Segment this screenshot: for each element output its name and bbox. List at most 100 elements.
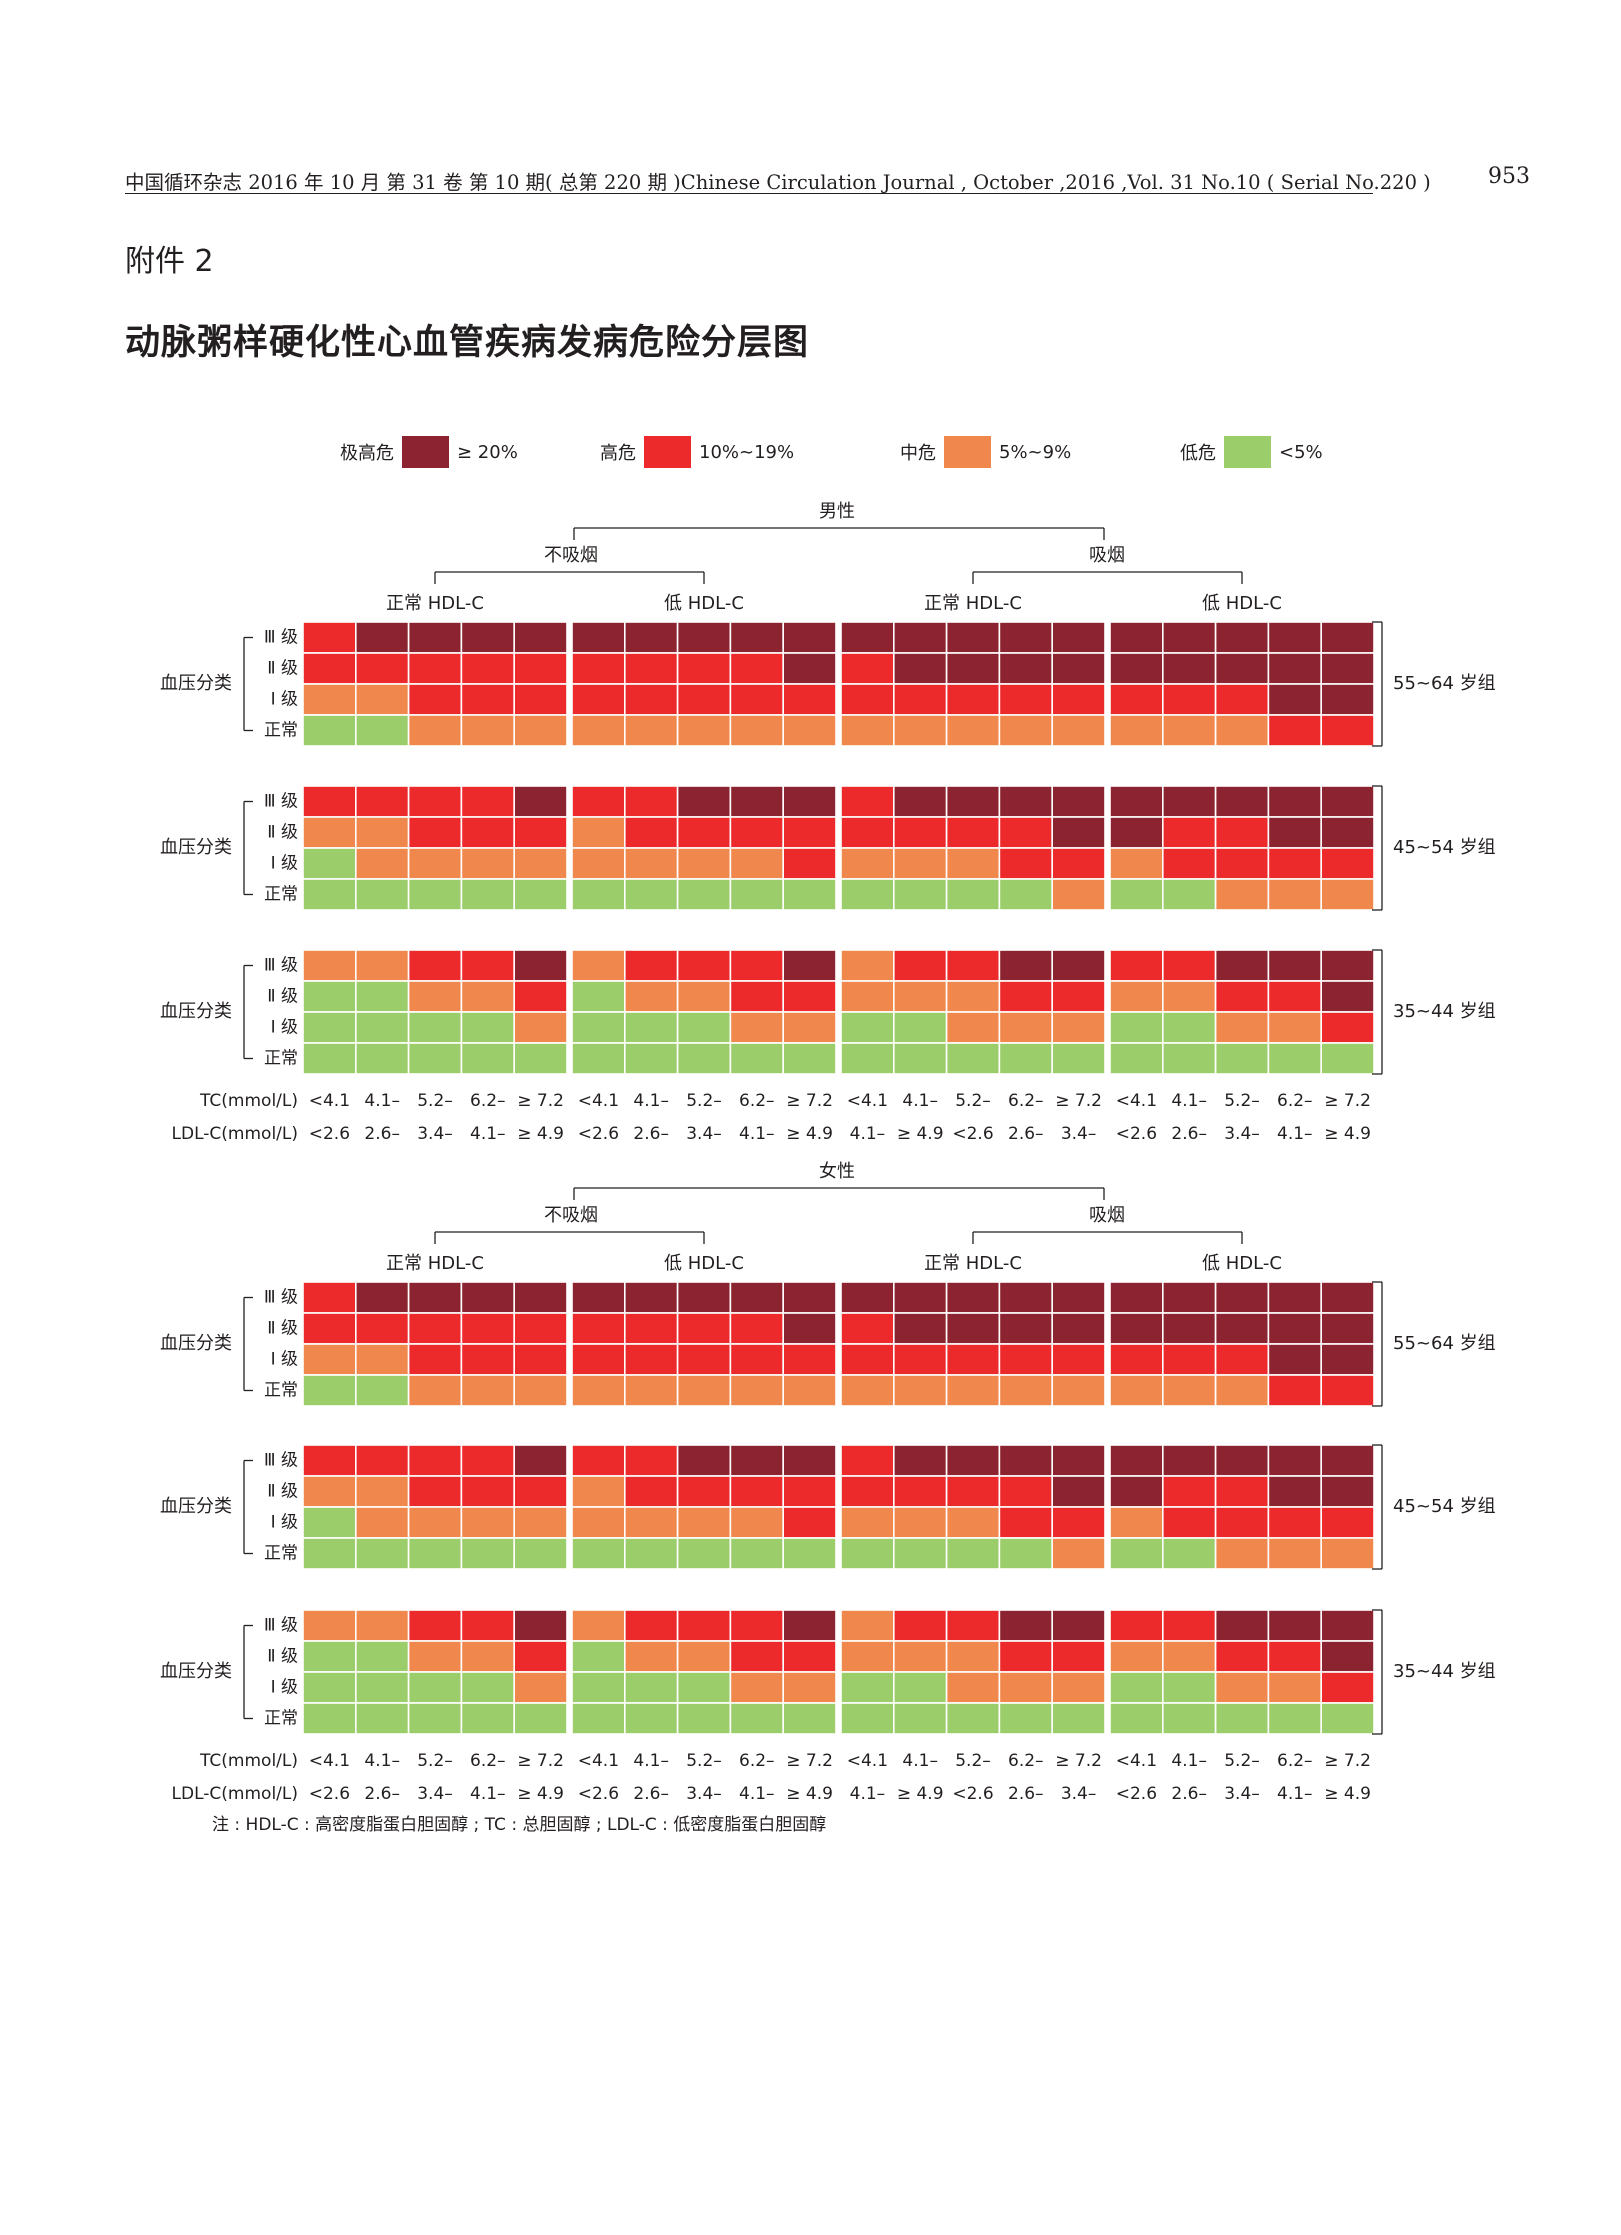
tc-tick-label: <4.1: [1116, 1751, 1157, 1771]
ldl-tick-label: 4.1–: [470, 1124, 506, 1144]
risk-cell: [623, 1475, 679, 1508]
risk-cell: [460, 878, 515, 911]
risk-cell: [945, 847, 1001, 880]
risk-cell: [623, 1702, 679, 1735]
ldl-tick-label: <2.6: [952, 1124, 993, 1144]
risk-cell: [840, 1011, 895, 1044]
bp-row-label: Ⅱ 级: [267, 1482, 298, 1502]
risk-cell: [729, 1343, 785, 1376]
risk-cell: [571, 1702, 626, 1735]
risk-cell: [513, 847, 568, 880]
risk-cell: [1109, 621, 1164, 654]
tc-tick-label: 5.2–: [1224, 1751, 1260, 1771]
tc-tick-label: 4.1–: [633, 1751, 669, 1771]
risk-cell: [354, 683, 410, 716]
risk-cell: [840, 683, 895, 716]
risk-cell: [782, 1312, 837, 1345]
risk-cell: [1162, 1506, 1217, 1539]
tc-tick-label: 5.2–: [686, 1091, 722, 1111]
risk-cell: [945, 1640, 1001, 1673]
risk-cell: [1162, 785, 1217, 818]
risk-cell: [623, 980, 679, 1013]
risk-cell: [782, 1671, 837, 1704]
risk-cell: [460, 652, 515, 685]
risk-cell: [302, 683, 357, 716]
risk-cell: [571, 878, 626, 911]
risk-cell: [676, 1281, 732, 1314]
risk-cell: [1214, 1011, 1270, 1044]
risk-cell: [407, 980, 463, 1013]
tc-tick-label: 5.2–: [417, 1751, 453, 1771]
risk-cell: [1109, 785, 1164, 818]
risk-cell: [1320, 1537, 1375, 1570]
risk-cell: [354, 1042, 410, 1075]
risk-cell: [571, 949, 626, 982]
risk-cell: [1267, 878, 1323, 911]
ldl-tick-label: <2.6: [1116, 1784, 1157, 1804]
risk-cell: [1162, 1281, 1217, 1314]
risk-cell: [840, 1343, 895, 1376]
risk-cell: [676, 785, 732, 818]
risk-cell: [1109, 1312, 1164, 1345]
bp-row-label: 正常: [264, 1709, 298, 1729]
risk-cell: [892, 785, 948, 818]
risk-cell: [945, 1506, 1001, 1539]
risk-cell: [407, 1702, 463, 1735]
risk-cell: [892, 878, 948, 911]
risk-cell: [623, 1312, 679, 1345]
risk-cell: [407, 1343, 463, 1376]
risk-cell: [782, 816, 837, 849]
page-number: 953: [1488, 164, 1530, 189]
risk-cell: [892, 1011, 948, 1044]
ldl-tick-label: 2.6–: [1008, 1124, 1044, 1144]
risk-cell: [1267, 785, 1323, 818]
age-group-label: 45~54 岁组: [1393, 837, 1496, 858]
risk-cell: [407, 1011, 463, 1044]
risk-cell: [354, 816, 410, 849]
risk-cell: [782, 1609, 837, 1642]
risk-cell: [302, 816, 357, 849]
risk-cell: [623, 1640, 679, 1673]
risk-cell: [571, 1506, 626, 1539]
hdl-label: 正常 HDL-C: [386, 593, 484, 614]
risk-cell: [623, 1671, 679, 1704]
risk-cell: [1267, 1640, 1323, 1673]
risk-cell: [571, 1374, 626, 1407]
risk-cell: [892, 1444, 948, 1477]
journal-header: 中国循环杂志 2016 年 10 月 第 31 卷 第 10 期( 总第 220…: [125, 171, 1431, 194]
risk-cell: [1109, 1374, 1164, 1407]
risk-cell: [623, 1343, 679, 1376]
risk-cell: [840, 816, 895, 849]
risk-cell: [407, 847, 463, 880]
ldl-tick-label: <2.6: [309, 1784, 350, 1804]
risk-cell: [1109, 816, 1164, 849]
risk-cell: [1162, 816, 1217, 849]
risk-cell: [460, 1475, 515, 1508]
risk-cell: [513, 1537, 568, 1570]
tc-axis-label: TC(mmol/L): [199, 1091, 298, 1111]
ldl-axis-label: LDL-C(mmol/L): [172, 1124, 298, 1144]
risk-cell: [460, 1640, 515, 1673]
legend-swatch: [1224, 436, 1271, 468]
tc-tick-label: 6.2–: [1277, 1091, 1313, 1111]
risk-cell: [1214, 1640, 1270, 1673]
risk-cell: [840, 878, 895, 911]
risk-cell: [1051, 1312, 1106, 1345]
risk-cell: [1320, 785, 1375, 818]
tc-tick-label: ≥ 7.2: [786, 1091, 833, 1111]
hdl-label: 低 HDL-C: [1202, 593, 1282, 614]
ldl-tick-label: ≥ 4.9: [1324, 1784, 1371, 1804]
risk-cell: [1051, 683, 1106, 716]
risk-cell: [460, 816, 515, 849]
risk-cell: [354, 949, 410, 982]
risk-cell: [1267, 1609, 1323, 1642]
ldl-tick-label: 3.4–: [1224, 1784, 1260, 1804]
bp-row-label: Ⅱ 级: [267, 823, 298, 843]
risk-cell: [513, 683, 568, 716]
tc-tick-label: 6.2–: [739, 1751, 775, 1771]
tc-tick-label: 4.1–: [902, 1751, 938, 1771]
risk-cell: [571, 1671, 626, 1704]
risk-cell: [1162, 1011, 1217, 1044]
hdl-label: 正常 HDL-C: [386, 1253, 484, 1274]
risk-cell: [460, 980, 515, 1013]
